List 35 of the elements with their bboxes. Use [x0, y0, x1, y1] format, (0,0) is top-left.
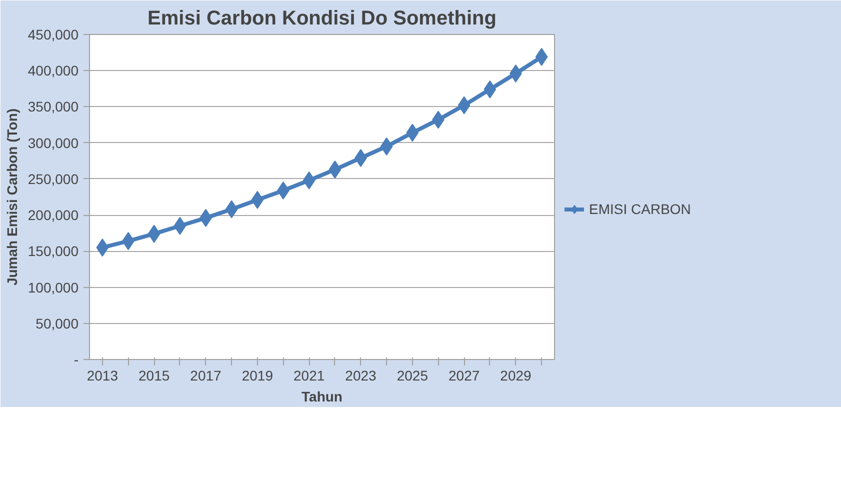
x-tick-label: 2027 — [448, 368, 480, 384]
y-tick-label: - — [74, 352, 79, 368]
point — [458, 96, 470, 114]
chart-title: Emisi Carbon Kondisi Do Something — [148, 8, 496, 30]
point — [302, 171, 316, 190]
point — [251, 190, 264, 209]
point — [96, 238, 109, 257]
x-tick-label: 2021 — [294, 368, 325, 384]
x-tick-label: 2029 — [500, 368, 532, 384]
point — [174, 216, 186, 235]
y-tick-label: 450,000 — [28, 26, 79, 42]
y-tick-label: 250,000 — [28, 170, 79, 187]
x-tick-label: 2025 — [396, 368, 428, 384]
point — [148, 224, 160, 243]
y-tick-label: 300,000 — [28, 134, 79, 151]
point — [225, 200, 238, 218]
x-axis-title: Tahun — [302, 388, 342, 404]
point — [484, 80, 496, 98]
point — [406, 124, 419, 142]
y-tick-label: 350,000 — [28, 98, 79, 115]
y-tick-label: 150,000 — [28, 243, 79, 260]
x-tick-label: 2023 — [345, 368, 377, 384]
x-tick-label: 2019 — [242, 368, 274, 384]
point — [328, 160, 342, 179]
x-tick-label: 2013 — [86, 368, 118, 384]
y-tick-label: 100,000 — [28, 279, 79, 296]
point — [380, 137, 393, 156]
y-axis-title: Jumah Emisi Carbon (Ton) — [4, 108, 20, 286]
y-tick-label: 400,000 — [28, 62, 79, 79]
x-tick-label: 2017 — [190, 368, 222, 384]
y-tick-label: 50,000 — [36, 315, 79, 332]
point — [535, 48, 548, 66]
y-tick-label: 200,000 — [28, 207, 79, 224]
legend-label: EMISI CARBON — [589, 201, 691, 217]
x-tick-label: 2015 — [138, 368, 170, 384]
